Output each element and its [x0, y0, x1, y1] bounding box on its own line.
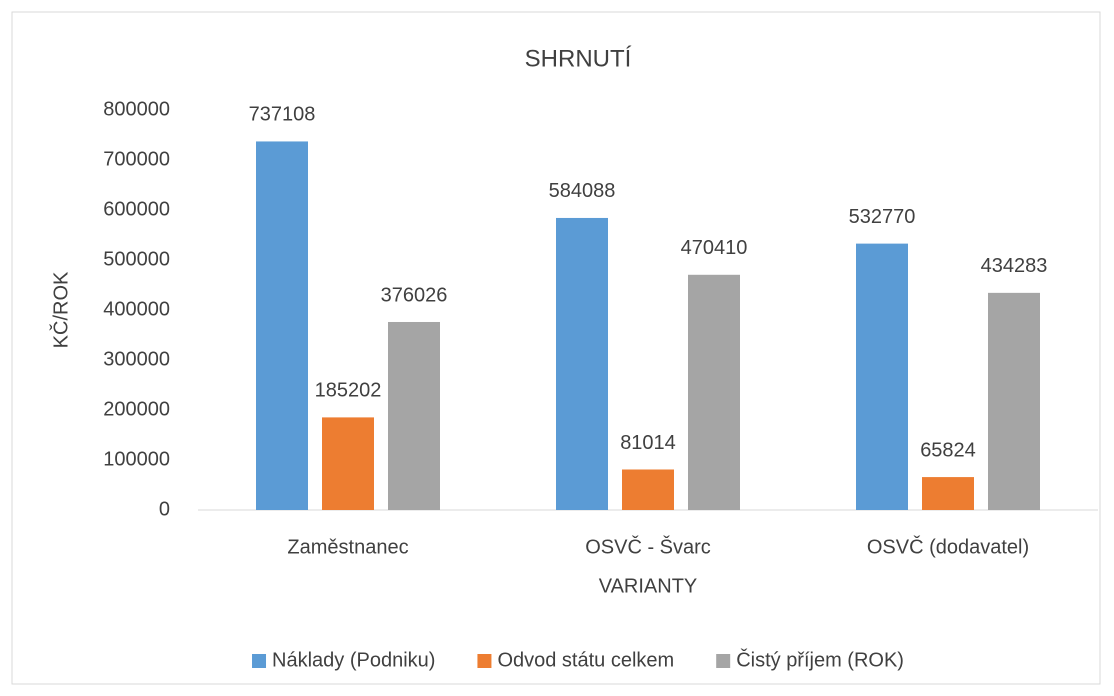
y-tick-label: 300000 — [103, 348, 170, 370]
bar — [622, 469, 674, 510]
bar — [922, 477, 974, 510]
data-label: 376026 — [381, 284, 448, 306]
legend-label: Čistý příjem (ROK) — [736, 648, 904, 671]
legend-swatch — [252, 654, 267, 668]
y-axis-label: KČ/ROK — [49, 271, 72, 348]
legend-swatch — [716, 654, 731, 668]
data-label: 65824 — [920, 439, 976, 461]
y-tick-label: 200000 — [103, 398, 170, 420]
bar — [556, 217, 608, 510]
data-label: 584088 — [549, 180, 616, 202]
y-tick-label: 700000 — [103, 148, 170, 170]
bar — [988, 292, 1040, 510]
data-label: 185202 — [315, 380, 382, 402]
bar — [688, 274, 740, 510]
legend-swatch — [477, 654, 492, 668]
legend-label: Náklady (Podniku) — [272, 649, 435, 671]
bar — [388, 321, 440, 510]
legend-label: Odvod státu celkem — [497, 649, 674, 671]
data-label: 737108 — [249, 104, 316, 126]
y-tick-label: 500000 — [103, 248, 170, 270]
data-label: 434283 — [981, 255, 1048, 277]
bar — [856, 243, 908, 511]
data-label: 532770 — [849, 206, 916, 228]
x-axis-label: VARIANTY — [599, 575, 698, 597]
x-tick-label: Zaměstnanec — [287, 536, 408, 558]
data-label: 470410 — [681, 237, 748, 259]
y-tick-label: 400000 — [103, 298, 170, 320]
y-tick-label: 0 — [159, 498, 170, 520]
y-tick-label: 600000 — [103, 198, 170, 220]
chart-title: SHRNUTÍ — [525, 45, 632, 72]
x-tick-label: OSVČ (dodavatel) — [867, 535, 1029, 558]
y-tick-label: 100000 — [103, 448, 170, 470]
bar — [256, 141, 308, 511]
y-tick-label: 800000 — [103, 98, 170, 120]
bar — [322, 417, 374, 510]
x-tick-label: OSVČ - Švarc — [585, 535, 711, 558]
data-label: 81014 — [620, 432, 676, 454]
